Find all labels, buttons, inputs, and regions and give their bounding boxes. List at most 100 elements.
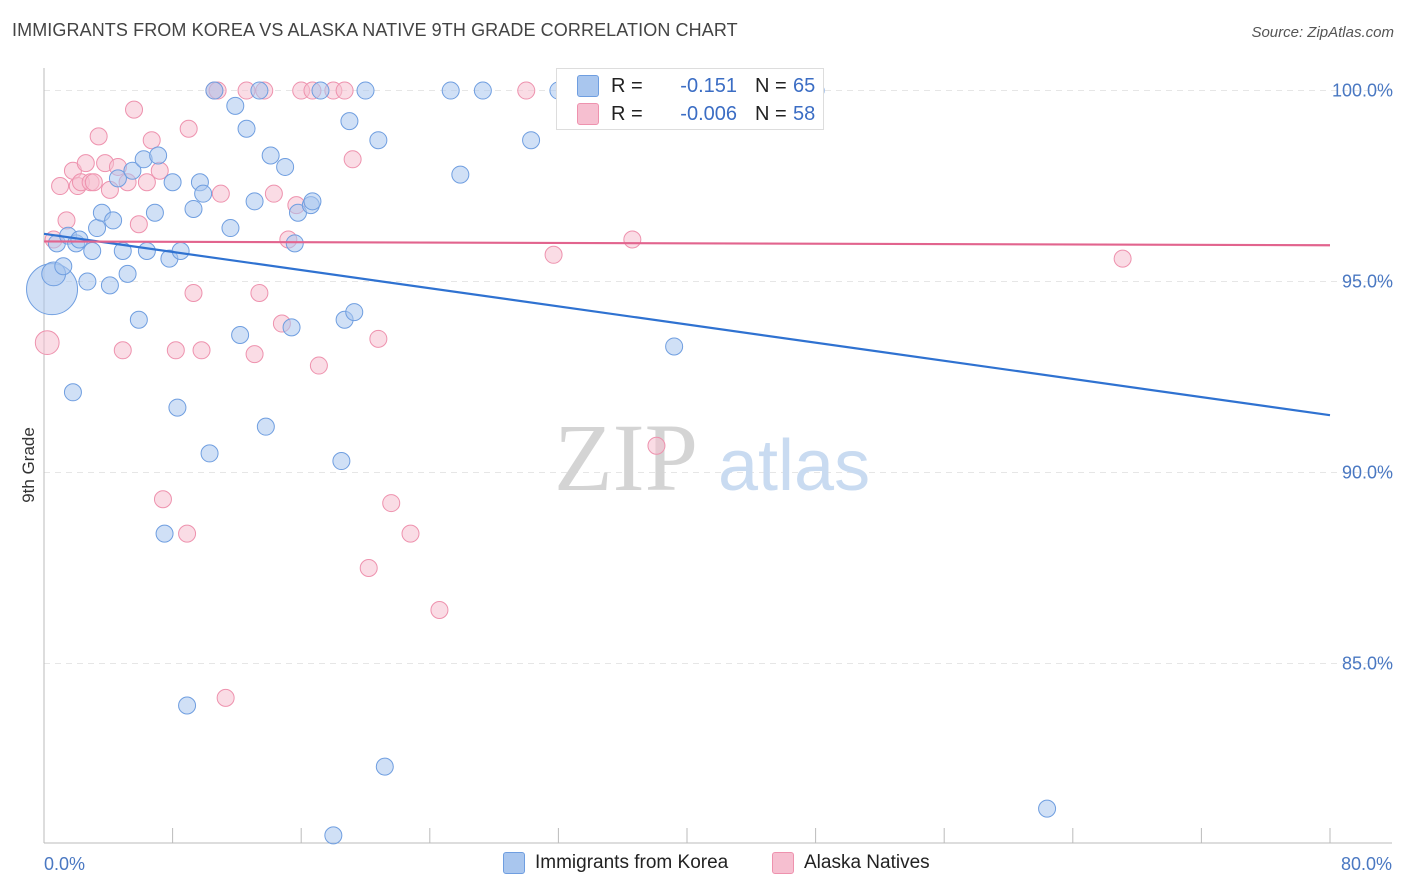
chart-title: IMMIGRANTS FROM KOREA VS ALASKA NATIVE 9… [12, 20, 738, 40]
alaska-point [192, 341, 211, 360]
alaska-point [166, 341, 185, 360]
korea-point [245, 192, 264, 211]
alaska-point [647, 436, 666, 455]
watermark-zip: ZIP [554, 404, 698, 511]
korea-point [178, 696, 197, 715]
korea-point [194, 184, 213, 203]
legend-r-value: -0.006 [680, 102, 737, 125]
korea-point [261, 146, 280, 165]
korea-point [237, 119, 256, 138]
korea-point [205, 81, 224, 100]
korea-point [137, 241, 156, 260]
korea-point [123, 161, 142, 180]
legend-r-value: -0.151 [680, 74, 737, 97]
legend-r-label: R = [611, 102, 643, 125]
korea-point [369, 131, 388, 150]
legend-r-label: R = [611, 74, 643, 97]
korea-point [285, 234, 304, 253]
korea-point [129, 310, 148, 329]
alaska-point [309, 356, 328, 375]
bottom-legend-alaska: Alaska Natives [772, 852, 930, 874]
x-tick-label-min: 0.0% [44, 854, 85, 874]
legend: R = -0.151 N = 65 R = -0.006 N = 58 [556, 68, 824, 130]
y-tick-label: 85.0% [1342, 653, 1393, 673]
alaska-point [517, 81, 536, 100]
alaska-point [57, 211, 76, 230]
legend-row-korea: R = -0.151 N = 65 [577, 73, 815, 99]
korea-point [1038, 799, 1057, 818]
y-tick-label: 90.0% [1342, 463, 1393, 483]
alaska-point [142, 131, 161, 150]
alaska-point [216, 688, 235, 707]
alaska-point [76, 154, 95, 173]
korea-point [451, 165, 470, 184]
legend-n-label: N = [755, 74, 787, 97]
alaska-point [369, 329, 388, 348]
korea-point [108, 169, 127, 188]
korea-point [473, 81, 492, 100]
korea-point [54, 257, 73, 276]
alaska-point [623, 230, 642, 249]
watermark: ZIP atlas [554, 404, 870, 511]
legend-n-value: 65 [793, 74, 816, 97]
alaska-point [51, 177, 70, 196]
korea-point [184, 199, 203, 218]
alaska-point [137, 173, 156, 192]
bottom-legend-korea: Immigrants from Korea [503, 852, 728, 874]
axes [43, 68, 1392, 844]
bottom-swatch-alaska [772, 852, 794, 874]
korea-point [100, 276, 119, 295]
y-axis-title: 9th Grade [19, 427, 38, 503]
korea-point [83, 241, 102, 260]
alaska-point [89, 127, 108, 146]
alaska-point [343, 150, 362, 169]
korea-point [63, 383, 82, 402]
alaska-point [178, 524, 197, 543]
alaska-point [125, 100, 144, 119]
legend-row-alaska: R = -0.006 N = 58 [577, 101, 815, 127]
y-tick-label: 100.0% [1332, 81, 1393, 101]
alaska-trend-line [43, 240, 1331, 247]
x-tick-label-max: 80.0% [1341, 854, 1392, 874]
alaska-point [34, 330, 60, 356]
bottom-legend-korea-label: Immigrants from Korea [535, 852, 729, 873]
korea-point [145, 203, 164, 222]
korea-point [118, 264, 137, 283]
alaska-point [179, 119, 198, 138]
korea-point [276, 157, 295, 176]
korea-point [88, 219, 107, 238]
grid-lines [44, 90, 1392, 664]
alaska-point [335, 81, 354, 100]
korea-point [231, 326, 250, 345]
alaska-point [250, 283, 269, 302]
alaska-point [382, 494, 401, 513]
korea-point [168, 398, 187, 417]
alaska-point [264, 184, 283, 203]
korea-point [200, 444, 219, 463]
bottom-legend-alaska-label: Alaska Natives [804, 852, 930, 873]
alaska-point [211, 184, 230, 203]
alaska-point [84, 173, 103, 192]
korea-point [221, 219, 240, 238]
korea-point [149, 146, 168, 165]
alaska-point [401, 524, 420, 543]
korea-point [256, 417, 275, 436]
korea-point [171, 241, 190, 260]
alaska-point [184, 283, 203, 302]
korea-point [303, 192, 322, 211]
legend-swatch-korea [577, 75, 599, 97]
korea-point [250, 81, 269, 100]
watermark-atlas: atlas [718, 426, 870, 506]
y-tick-label: 95.0% [1342, 272, 1393, 292]
korea-point [665, 337, 684, 356]
korea-point [375, 757, 394, 776]
legend-n-value: 58 [793, 102, 816, 125]
korea-point [522, 131, 541, 150]
korea-point [311, 81, 330, 100]
alaska-point [1113, 249, 1132, 268]
korea-point [226, 96, 245, 115]
trend-lines [43, 232, 1331, 417]
legend-n-label: N = [755, 102, 787, 125]
korea-point [340, 112, 359, 131]
